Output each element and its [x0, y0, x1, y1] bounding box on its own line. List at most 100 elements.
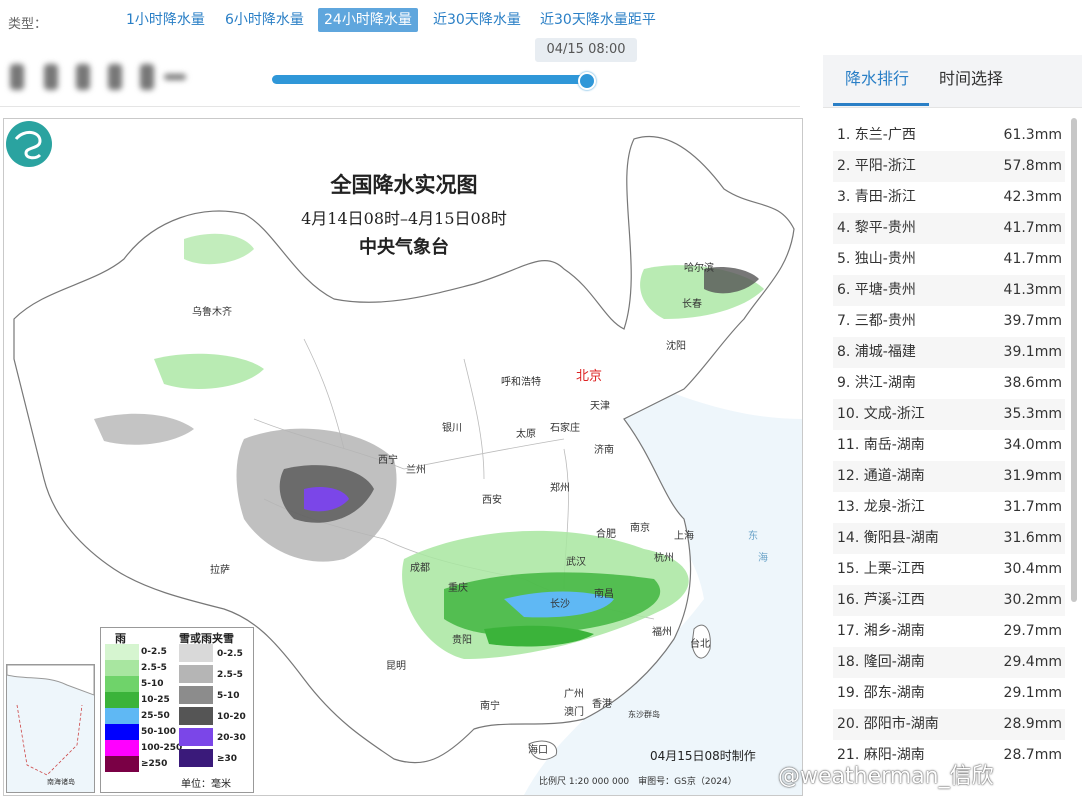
legend-mixed-swatch — [179, 665, 213, 683]
time-slider-track[interactable] — [272, 75, 588, 84]
ranking-station: 18. 隆回-湖南 — [837, 654, 925, 670]
tab-24h-precip[interactable]: 24小时降水量 — [318, 8, 418, 32]
city-nanning: 南宁 — [480, 701, 500, 712]
ranking-station: 4. 黎平-贵州 — [837, 220, 916, 236]
legend-mixed-swatch — [179, 728, 213, 746]
legend-rain-swatch — [105, 708, 139, 724]
ranking-row[interactable]: 1. 东兰-广西 61.3mm — [833, 120, 1065, 151]
tab-30d-precip[interactable]: 近30天降水量 — [433, 12, 521, 28]
ranking-station: 15. 上栗-江西 — [837, 561, 925, 577]
ranking-value: 30.2mm — [1003, 592, 1062, 608]
ranking-row[interactable]: 19. 邵东-湖南 29.1mm — [833, 678, 1065, 709]
ranking-row[interactable]: 15. 上栗-江西 30.4mm — [833, 554, 1065, 585]
ranking-row[interactable]: 13. 龙泉-浙江 31.7mm — [833, 492, 1065, 523]
ranking-row[interactable]: 16. 芦溪-江西 30.2mm — [833, 585, 1065, 616]
ranking-value: 28.9mm — [1003, 716, 1062, 732]
city-zhengzhou: 郑州 — [550, 483, 570, 494]
city-wuhan: 武汉 — [566, 557, 586, 568]
legend-rain-swatch — [105, 644, 139, 660]
ranking-value: 38.6mm — [1003, 375, 1062, 391]
ranking-row[interactable]: 9. 洪江-湖南 38.6mm — [833, 368, 1065, 399]
ranking-row[interactable]: 4. 黎平-贵州 41.7mm — [833, 213, 1065, 244]
city-nanjing: 南京 — [630, 523, 650, 534]
legend-mixed-swatch — [179, 749, 213, 767]
ranking-station: 19. 邵东-湖南 — [837, 685, 925, 701]
city-xian: 西安 — [482, 495, 502, 506]
ranking-station: 13. 龙泉-浙江 — [837, 499, 925, 515]
scale-text: 比例尺 1:20 000 000 审图号：GS京（2024） — [539, 777, 737, 787]
slider-time-tooltip: 04/15 08:00 — [535, 38, 637, 62]
legend-rain-swatch — [105, 676, 139, 692]
ranking-row[interactable]: 14. 衡阳县-湖南 31.6mm — [833, 523, 1065, 554]
city-urumqi: 乌鲁木齐 — [192, 307, 232, 318]
ranking-row[interactable]: 20. 邵阳市-湖南 28.9mm — [833, 709, 1065, 740]
city-kunming: 昆明 — [386, 661, 406, 672]
ranking-station: 6. 平塘-贵州 — [837, 282, 916, 298]
legend-rain-swatch — [105, 692, 139, 708]
ranking-row[interactable]: 6. 平塘-贵州 41.3mm — [833, 275, 1065, 306]
legend-rain-label: 100-250 — [141, 743, 183, 753]
city-guiyang: 贵阳 — [452, 635, 472, 646]
label-dongsha: 东沙群岛 — [628, 710, 660, 719]
ranking-value: 41.3mm — [1003, 282, 1062, 298]
ranking-row[interactable]: 8. 浦城-福建 39.1mm — [833, 337, 1065, 368]
city-tianjin: 天津 — [590, 401, 610, 412]
ranking-row[interactable]: 5. 独山-贵州 41.7mm — [833, 244, 1065, 275]
ranking-station: 16. 芦溪-江西 — [837, 592, 925, 608]
ranking-value: 34.0mm — [1003, 437, 1062, 453]
ranking-value: 61.3mm — [1003, 127, 1062, 143]
legend-rain-label: 25-50 — [141, 711, 170, 721]
ranking-value: 29.7mm — [1003, 623, 1062, 639]
ranking-value: 29.1mm — [1003, 685, 1062, 701]
legend-mixed-label: 5-10 — [217, 691, 240, 701]
ranking-station: 9. 洪江-湖南 — [837, 375, 916, 391]
legend-mixed-header: 雪或雨夹雪 — [179, 632, 234, 645]
tab-precip-ranking[interactable]: 降水排行 — [845, 69, 910, 88]
ranking-row[interactable]: 17. 湘乡-湖南 29.7mm — [833, 616, 1065, 647]
south-china-sea-inset: 南海诸岛 — [6, 664, 95, 793]
ranking-station: 20. 邵阳市-湖南 — [837, 716, 939, 732]
ranking-value: 29.4mm — [1003, 654, 1062, 670]
legend-unit: 单位：毫米 — [181, 779, 231, 790]
tab-6h-precip[interactable]: 6小时降水量 — [225, 12, 304, 28]
city-lanzhou: 兰州 — [406, 465, 426, 476]
city-changchun: 长春 — [682, 299, 702, 310]
ranking-station: 3. 青田-浙江 — [837, 189, 916, 205]
ranking-station: 11. 南岳-湖南 — [837, 437, 925, 453]
legend-rain-swatch — [105, 724, 139, 740]
ranking-row[interactable]: 2. 平阳-浙江 57.8mm — [833, 151, 1065, 182]
ranking-row[interactable]: 3. 青田-浙江 42.3mm — [833, 182, 1065, 213]
legend-rain-label: 50-100 — [141, 727, 177, 737]
blurred-controls — [4, 60, 186, 94]
legend-rain-label: ≥250 — [141, 759, 168, 769]
type-selector: 类型： 1小时降水量 6小时降水量 24小时降水量 近30天降水量 近30天降水… — [0, 0, 810, 40]
city-beijing: 北京 — [576, 369, 603, 384]
ranking-value: 28.7mm — [1003, 747, 1062, 763]
legend-rain-label: 10-25 — [141, 695, 170, 705]
legend-rain-header: 雨 — [115, 632, 126, 645]
tab-1h-precip[interactable]: 1小时降水量 — [126, 12, 205, 28]
ranking-row[interactable]: 18. 隆回-湖南 29.4mm — [833, 647, 1065, 678]
time-slider-handle[interactable] — [578, 72, 596, 90]
city-haikou: 海口 — [528, 745, 548, 756]
city-lhasa: 拉萨 — [210, 565, 230, 576]
ranking-station: 5. 独山-贵州 — [837, 251, 916, 267]
active-tab-indicator — [833, 103, 929, 106]
city-chengdu: 成都 — [410, 563, 430, 574]
city-hefei: 合肥 — [596, 529, 616, 540]
tab-time-select[interactable]: 时间选择 — [939, 69, 1004, 88]
ranking-row[interactable]: 21. 麻阳-湖南 28.7mm — [833, 740, 1065, 771]
ranking-row[interactable]: 7. 三都-贵州 39.7mm — [833, 306, 1065, 337]
legend-mixed-label: 10-20 — [217, 712, 246, 722]
tab-30d-anomaly[interactable]: 近30天降水量距平 — [540, 12, 656, 28]
ranking-row[interactable]: 11. 南岳-湖南 34.0mm — [833, 430, 1065, 461]
ranking-value: 31.9mm — [1003, 468, 1062, 484]
ranking-scrollbar[interactable] — [1071, 118, 1077, 602]
map-period: 4月14日08时–4月15日08时 — [301, 209, 507, 228]
city-harbin: 哈尔滨 — [684, 263, 714, 274]
ranking-row[interactable]: 12. 通道-湖南 31.9mm — [833, 461, 1065, 492]
legend-rain-label: 2.5-5 — [141, 663, 167, 673]
ranking-row[interactable]: 10. 文成-浙江 35.3mm — [833, 399, 1065, 430]
city-guangzhou: 广州 — [564, 689, 584, 700]
ranking-value: 41.7mm — [1003, 251, 1062, 267]
